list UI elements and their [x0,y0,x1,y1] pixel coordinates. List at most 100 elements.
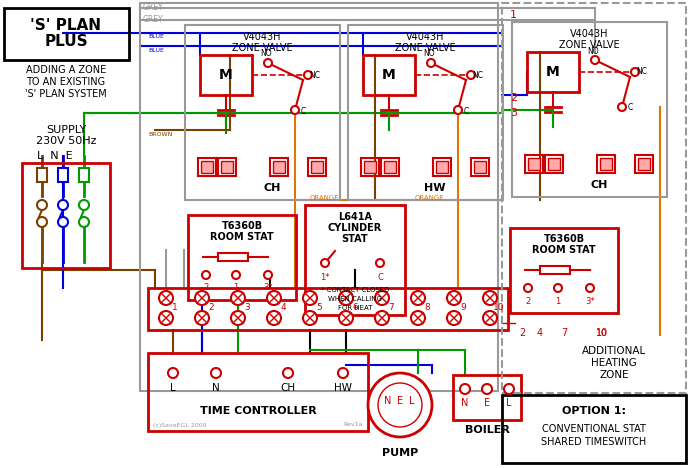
Text: 3*: 3* [585,297,595,306]
Text: BLUE: BLUE [148,35,164,39]
Circle shape [454,106,462,114]
Circle shape [375,291,389,305]
Bar [600,158,612,170]
Text: NC: NC [310,71,320,80]
Circle shape [618,103,626,111]
Circle shape [411,311,425,325]
Text: OPTION 1:: OPTION 1: [562,406,626,416]
Text: CH: CH [591,180,608,190]
Text: L: L [170,383,176,393]
Text: CYLINDER: CYLINDER [328,223,382,233]
Text: ZONE VALVE: ZONE VALVE [395,43,455,53]
Text: C: C [377,272,383,281]
Circle shape [482,384,492,394]
Bar [185,25,340,200]
Text: CH: CH [264,183,281,193]
Text: 8: 8 [424,302,430,312]
Text: V4043H: V4043H [406,32,444,42]
Bar [305,205,405,315]
Text: WHEN CALLING: WHEN CALLING [328,296,382,302]
Circle shape [267,311,281,325]
Text: 'S' PLAN SYSTEM: 'S' PLAN SYSTEM [25,89,107,99]
Bar [198,158,216,176]
Text: 2: 2 [208,302,214,312]
Text: V4043H: V4043H [570,29,609,39]
Text: 2: 2 [519,328,525,338]
Text: 9: 9 [460,302,466,312]
Text: C: C [300,107,306,116]
Bar [597,155,615,173]
Circle shape [231,311,245,325]
Bar [384,161,396,173]
Text: ZONE VALVE: ZONE VALVE [559,40,620,50]
Text: CH: CH [280,383,295,393]
Bar [311,161,323,173]
Bar [148,288,508,330]
Circle shape [303,291,317,305]
Text: HW: HW [424,183,446,193]
Bar [474,161,486,173]
Bar [22,163,110,268]
Text: SUPPLY: SUPPLY [46,125,86,135]
Bar [188,215,296,300]
Bar [471,158,489,176]
Text: 1: 1 [233,284,239,292]
Text: GREY: GREY [143,3,164,13]
Bar [502,3,686,393]
Bar [512,22,667,197]
Text: ADDITIONAL: ADDITIONAL [582,346,646,356]
Text: N: N [462,398,469,408]
Text: BOILER: BOILER [464,425,509,435]
Text: 10: 10 [493,302,505,312]
Text: L: L [506,398,512,408]
Text: 3*: 3* [263,284,273,292]
Circle shape [267,291,281,305]
Text: ZONE: ZONE [599,370,629,380]
Bar [218,253,248,261]
Circle shape [321,259,329,267]
Circle shape [631,68,639,76]
Circle shape [264,271,272,279]
Bar [58,168,68,182]
Text: 2: 2 [204,284,208,292]
Bar [510,228,618,313]
Bar [433,158,451,176]
Text: L  N  E: L N E [37,151,73,161]
Text: M: M [546,65,560,79]
Text: NC: NC [473,71,484,80]
Bar [308,158,326,176]
Text: N: N [212,383,220,393]
Circle shape [447,291,461,305]
Circle shape [231,291,245,305]
Circle shape [159,311,173,325]
Text: TO AN EXISTING: TO AN EXISTING [26,77,106,87]
Circle shape [411,291,425,305]
Circle shape [168,368,178,378]
Circle shape [37,200,47,210]
Circle shape [586,284,594,292]
Text: 'S' PLAN: 'S' PLAN [30,17,101,32]
Circle shape [303,311,317,325]
Bar [361,158,379,176]
Text: Rev1a: Rev1a [344,423,363,427]
Text: C: C [464,107,469,116]
Bar [453,375,521,420]
Circle shape [291,106,299,114]
Text: 4: 4 [537,328,543,338]
Text: 3: 3 [510,108,517,118]
Bar [4,8,129,60]
Circle shape [376,259,384,267]
Text: NO: NO [423,50,435,58]
Circle shape [202,271,210,279]
Text: PUMP: PUMP [382,448,418,458]
Text: 10: 10 [596,328,608,338]
Text: ROOM STAT: ROOM STAT [210,232,274,242]
Text: 5: 5 [316,302,322,312]
Circle shape [504,384,514,394]
Circle shape [195,311,209,325]
Bar [545,155,563,173]
Text: M: M [382,68,396,82]
Bar [221,161,233,173]
Bar [548,158,560,170]
Bar [201,161,213,173]
